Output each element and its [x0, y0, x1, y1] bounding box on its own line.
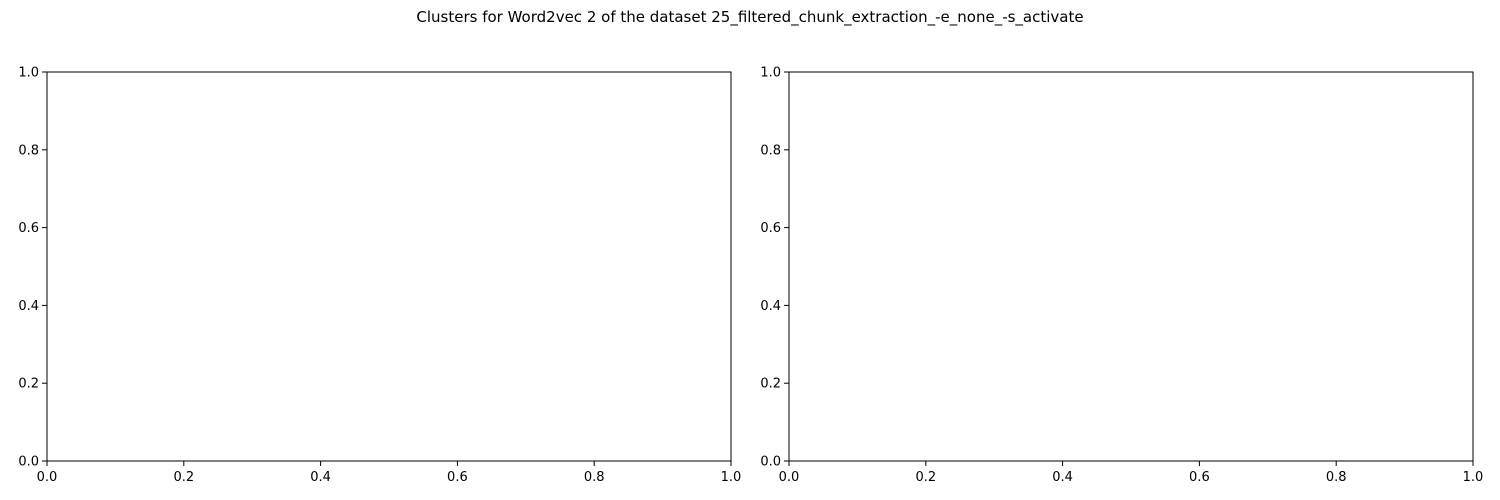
left-axes: 0.0 0.2 0.4 0.6 0.8 1.0 0.0 0.2 0.4 0.6 0.8 1.0 — [18, 66, 741, 486]
x-tick-label: 0.8 — [584, 470, 605, 485]
figure-suptitle: Clusters for Word2vec 2 of the dataset 2… — [416, 8, 1083, 27]
x-tick-label: 0.8 — [1326, 470, 1347, 485]
x-tick-label: 0.0 — [779, 470, 800, 485]
y-tick-label: 1.0 — [760, 66, 781, 81]
x-tick-label: 0.4 — [1052, 470, 1073, 485]
y-tick-label: 0.8 — [760, 143, 781, 158]
y-tick-label: 1.0 — [18, 66, 39, 81]
x-tick-label: 0.6 — [447, 470, 468, 485]
y-tick-label: 0.2 — [760, 377, 781, 392]
x-tick-label: 0.6 — [1189, 470, 1210, 485]
y-tick-label: 0.6 — [18, 221, 39, 236]
x-tick-label: 0.4 — [310, 470, 331, 485]
plot-area — [788, 71, 1474, 462]
y-tick-label: 0.2 — [18, 377, 39, 392]
y-tick-label: 0.8 — [18, 143, 39, 158]
x-tick-label: 1.0 — [721, 470, 742, 485]
y-tick-label: 0.4 — [760, 299, 781, 314]
y-tick-label: 0.0 — [760, 455, 781, 470]
x-tick-label: 1.0 — [1463, 470, 1484, 485]
x-tick-label: 0.2 — [173, 470, 194, 485]
plot-area — [46, 71, 732, 462]
x-tick-label: 0.2 — [915, 470, 936, 485]
right-axes: 0.0 0.2 0.4 0.6 0.8 1.0 0.0 0.2 0.4 0.6 0.8 1.0 — [760, 66, 1483, 486]
y-tick-label: 0.0 — [18, 455, 39, 470]
y-tick-label: 0.4 — [18, 299, 39, 314]
x-tick-label: 0.0 — [37, 470, 58, 485]
y-tick-label: 0.6 — [760, 221, 781, 236]
